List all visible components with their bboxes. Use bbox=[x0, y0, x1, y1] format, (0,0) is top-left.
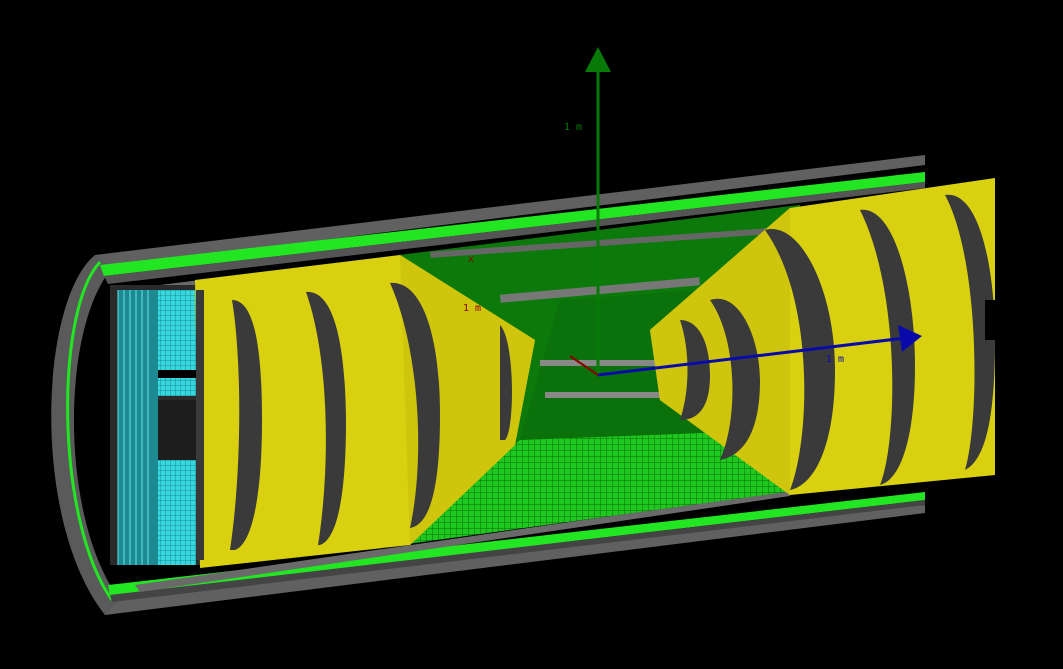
right-cone-sector-4 bbox=[860, 209, 915, 485]
outer-shell-lower bbox=[100, 505, 925, 615]
axis-x-label: 1 m bbox=[826, 354, 844, 365]
axis-x bbox=[597, 325, 922, 377]
right-cone-sector-2 bbox=[710, 298, 760, 460]
axis-z bbox=[569, 355, 599, 376]
axis-y bbox=[585, 47, 611, 375]
right-cone-sector-5 bbox=[945, 194, 995, 471]
axis-z-label: 1 m bbox=[463, 303, 481, 314]
outer-shell-left-end bbox=[51, 255, 120, 615]
outer-shell-upper bbox=[95, 155, 925, 268]
green-ring-lower bbox=[108, 492, 925, 595]
right-cone-sector-1 bbox=[680, 320, 710, 420]
right-cone-sector-3 bbox=[765, 229, 835, 490]
left-cone-sector-3 bbox=[390, 282, 440, 528]
left-cone-sector-2 bbox=[306, 291, 346, 545]
axis-y-label: 1 m bbox=[564, 122, 582, 133]
axis-z-tick: x bbox=[468, 254, 474, 265]
green-ring-upper bbox=[100, 172, 925, 276]
left-cone-sector-1 bbox=[230, 300, 262, 550]
